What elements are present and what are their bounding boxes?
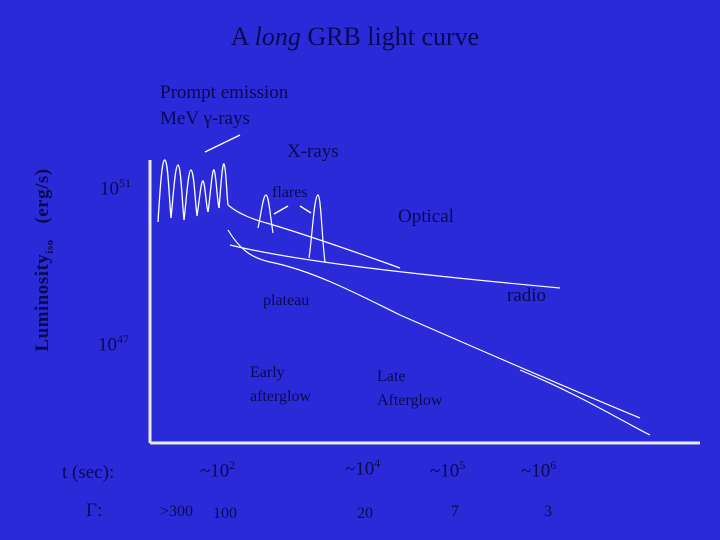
- time-axis-label: t (sec):: [62, 462, 115, 483]
- steep-decay-curve: [227, 204, 401, 269]
- x-tick-1e6: ~106: [521, 458, 557, 482]
- xray-flare-1: [257, 194, 274, 234]
- late-afterglow-label-line2: Afterglow: [377, 392, 443, 409]
- flare-pointer-line-1: [273, 205, 289, 215]
- y-tick-10-47: 1047: [98, 332, 129, 356]
- x-tick-1e5: ~105: [430, 458, 466, 482]
- flare-pointer-line-2: [299, 205, 312, 214]
- diagram-title: A long GRB light curve: [230, 22, 480, 51]
- late-afterglow-curve: [399, 314, 641, 419]
- lorentz-factor-label: Γ:: [86, 500, 103, 521]
- mev-gamma-rays-label: MeV γ-rays: [160, 108, 250, 129]
- prompt-emission-label: Prompt emission: [160, 82, 289, 103]
- gamma-value-3: 3: [544, 503, 552, 520]
- flares-label: flares: [272, 184, 308, 201]
- gamma-value-20: 20: [357, 505, 373, 522]
- gamma-value-7: 7: [451, 503, 459, 520]
- gamma-value-100: 100: [213, 505, 237, 522]
- xrays-label: X-rays: [287, 141, 339, 162]
- plateau-curve: [227, 229, 401, 316]
- early-afterglow-label-line1: Early: [250, 364, 285, 381]
- y-tick-10-51: 1051: [100, 176, 131, 200]
- jet-break-curve: [519, 369, 651, 436]
- gamma-value-300: >300: [160, 503, 194, 520]
- x-tick-1e4: ~104: [345, 456, 381, 480]
- prompt-emission-spikes: [157, 159, 229, 223]
- plateau-label: plateau: [263, 292, 310, 309]
- xray-flare-2: [308, 194, 326, 263]
- early-afterglow-label-line2: afterglow: [250, 388, 312, 405]
- x-tick-1e2: ~102: [200, 458, 236, 482]
- optical-radio-curve: [229, 244, 561, 289]
- late-afterglow-label-line1: Late: [377, 368, 406, 385]
- prompt-pointer-line: [204, 134, 241, 153]
- radio-label: radio: [507, 285, 547, 306]
- optical-label: Optical: [398, 206, 454, 227]
